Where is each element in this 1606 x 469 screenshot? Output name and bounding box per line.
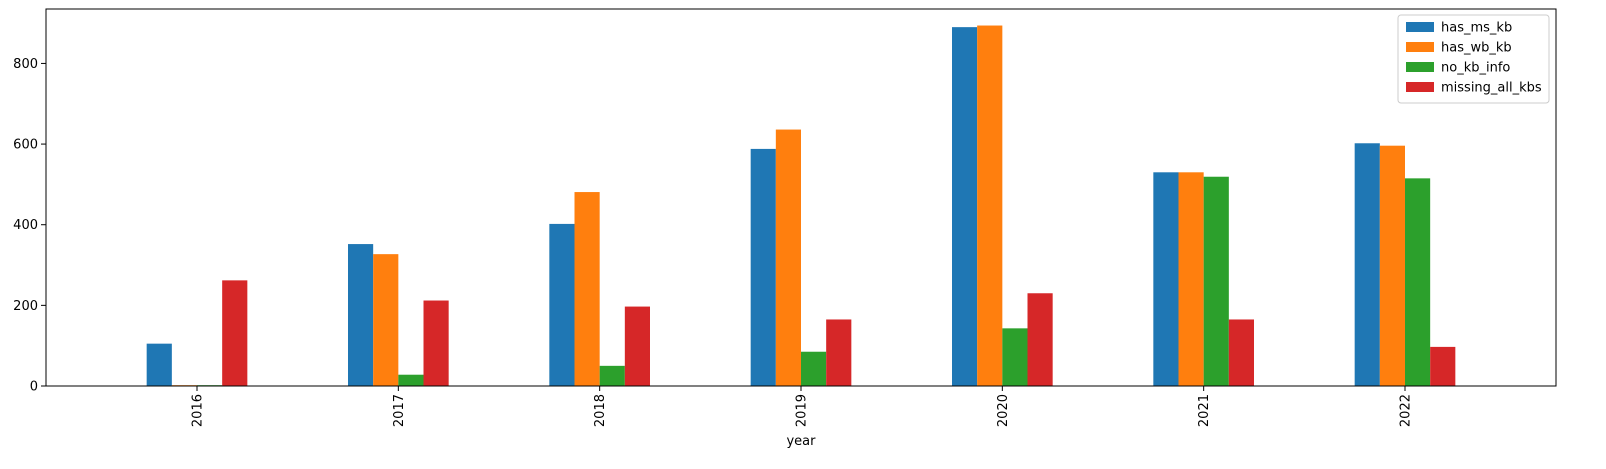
bar-has_wb_kb-2021 <box>1178 172 1204 386</box>
legend-label-no_kb_info: no_kb_info <box>1441 61 1510 76</box>
legend-label-missing_all_kbs: missing_all_kbs <box>1441 81 1542 96</box>
bar-has_wb_kb-2018 <box>574 192 600 386</box>
bar-has_ms_kb-2018 <box>549 223 575 386</box>
bar-missing_all_kbs-2022 <box>1430 346 1456 386</box>
bar-no_kb_info-2021 <box>1203 176 1229 386</box>
x-tick-label-2018: 2018 <box>593 394 608 427</box>
bar-no_kb_info-2017 <box>398 374 424 386</box>
legend-swatch-has_wb_kb <box>1406 42 1434 52</box>
legend: has_ms_kb has_wb_kb no_kb_info missing_all_… <box>1397 14 1550 104</box>
x-axis-label: year <box>786 434 816 449</box>
y-tick-label-0: 0 <box>30 380 38 395</box>
bar-missing_all_kbs-2016 <box>222 280 248 386</box>
legend-label-has_ms_kb: has_ms_kb <box>1441 21 1512 36</box>
bar-no_kb_info-2020 <box>1002 328 1028 386</box>
y-tick-label-600: 600 <box>13 138 38 153</box>
axes-layer: 0 200 400 600 800 2016 2017 2018 2019 2020 2021 202… <box>13 8 1557 449</box>
bar-has_wb_kb-2019 <box>775 129 801 386</box>
x-tick-label-2019: 2019 <box>795 394 810 427</box>
y-tick-label-400: 400 <box>13 218 38 233</box>
bar-has_ms_kb-2020 <box>952 27 978 386</box>
bar-missing_all_kbs-2018 <box>624 306 650 386</box>
legend-swatch-has_ms_kb <box>1406 22 1434 32</box>
bar-has_wb_kb-2017 <box>373 254 399 386</box>
legend-swatch-no_kb_info <box>1406 62 1434 72</box>
bar-has_ms_kb-2021 <box>1153 172 1179 386</box>
bar-missing_all_kbs-2017 <box>423 300 449 386</box>
x-tick-label-2017: 2017 <box>392 394 407 427</box>
x-tick-label-2020: 2020 <box>996 394 1011 427</box>
bar-has_wb_kb-2020 <box>977 25 1003 387</box>
x-tick-label-2022: 2022 <box>1399 394 1414 427</box>
bars-layer <box>146 25 1456 387</box>
y-tick-label-800: 800 <box>13 57 38 72</box>
bar-no_kb_info-2019 <box>801 351 827 386</box>
bar-has_ms_kb-2019 <box>750 148 776 386</box>
legend-swatch-missing_all_kbs <box>1406 82 1434 92</box>
x-tick-label-2021: 2021 <box>1197 394 1212 427</box>
bar-no_kb_info-2022 <box>1405 178 1431 386</box>
bar-has_ms_kb-2017 <box>348 244 374 386</box>
y-tick-label-200: 200 <box>13 299 38 314</box>
x-tick-label-2016: 2016 <box>191 394 206 427</box>
legend-label-has_wb_kb: has_wb_kb <box>1441 41 1512 56</box>
legend-box <box>1397 14 1550 104</box>
bar-has_ms_kb-2022 <box>1354 143 1380 386</box>
bar-has_ms_kb-2016 <box>146 343 172 386</box>
bar-missing_all_kbs-2019 <box>826 319 852 386</box>
bar-no_kb_info-2018 <box>599 365 625 386</box>
bar-missing_all_kbs-2020 <box>1027 293 1053 386</box>
bar-missing_all_kbs-2021 <box>1228 319 1254 386</box>
bar-has_wb_kb-2022 <box>1379 145 1405 386</box>
